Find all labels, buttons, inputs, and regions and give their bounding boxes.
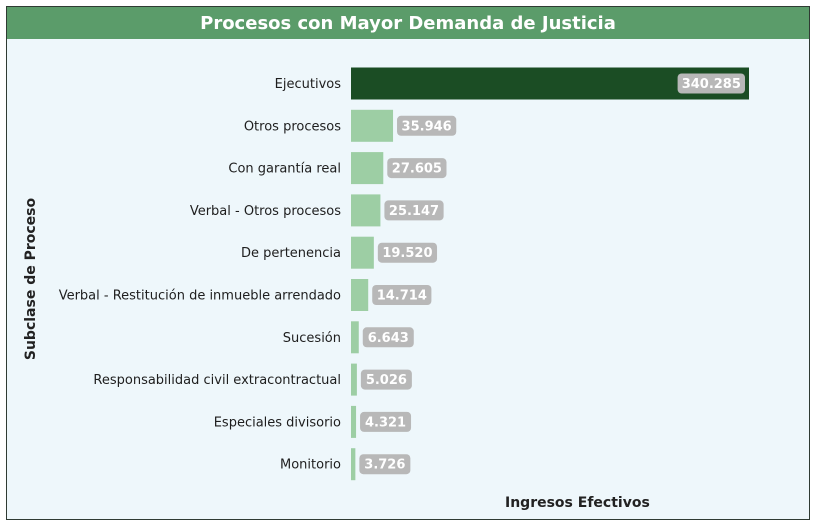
value-label: 340.285 [682, 77, 741, 92]
category-label: De pertenencia [241, 246, 341, 261]
category-label: Verbal - Restitución de inmueble arrenda… [59, 289, 341, 304]
value-label-background [360, 411, 412, 432]
value-label-background [387, 158, 447, 179]
bar[interactable] [351, 109, 394, 142]
value-label: 3.726 [364, 458, 405, 473]
category-label: Ejecutivos [275, 77, 342, 92]
chart-title: Procesos con Mayor Demanda de Justicia [200, 12, 616, 34]
value-label: 27.605 [392, 162, 442, 177]
category-label: Verbal - Otros procesos [190, 204, 341, 219]
value-label-background [362, 327, 414, 348]
bar[interactable] [351, 236, 374, 269]
category-label: Monitorio [280, 458, 341, 473]
bar[interactable] [351, 405, 357, 438]
value-label-background [372, 285, 432, 305]
value-label-background [677, 73, 745, 94]
category-label: Responsabilidad civil extracontractual [93, 373, 341, 388]
value-label-background [384, 200, 444, 221]
value-label: 5.026 [366, 373, 407, 388]
category-label: Con garantía real [228, 162, 341, 177]
chart-panel: Procesos con Mayor Demanda de Justicia S… [6, 6, 810, 520]
value-label: 6.643 [368, 331, 409, 346]
title-bar: Procesos con Mayor Demanda de Justicia [7, 7, 809, 39]
value-label-background [360, 369, 412, 390]
value-label-background [377, 242, 438, 263]
bar[interactable] [351, 194, 381, 227]
bar[interactable] [351, 152, 384, 185]
bar[interactable] [351, 448, 356, 481]
value-label-background [397, 115, 457, 136]
category-label: Especiales divisorio [214, 415, 341, 430]
category-label: Sucesión [283, 331, 341, 346]
bar[interactable] [351, 363, 357, 396]
bar-chart: Ejecutivos 340.285 Otros procesos 35.946 Con… [59, 67, 749, 481]
value-label: 35.946 [402, 119, 452, 134]
bar[interactable] [351, 321, 359, 354]
value-label: 4.321 [365, 415, 406, 430]
value-label: 19.520 [382, 246, 432, 261]
value-label: 25.147 [389, 204, 439, 219]
x-axis-label: Ingresos Efectivos [505, 495, 650, 511]
bar[interactable] [351, 279, 369, 311]
category-label: Otros procesos [244, 119, 341, 134]
value-label: 14.714 [377, 289, 427, 304]
value-label-background [359, 454, 411, 475]
